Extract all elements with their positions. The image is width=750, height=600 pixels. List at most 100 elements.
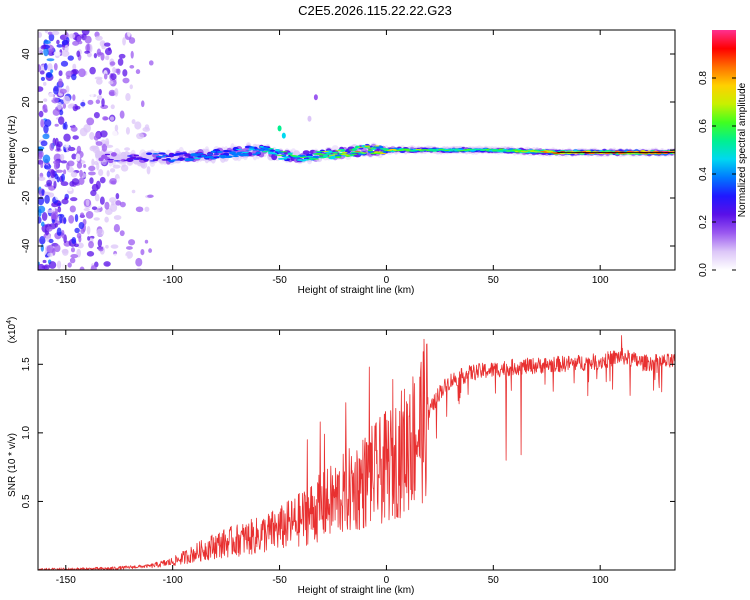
colorbar-tick-label: 0.8 bbox=[698, 71, 709, 85]
spectrogram-noise-blob bbox=[88, 241, 94, 249]
spectrogram-ridge-cell bbox=[209, 158, 217, 160]
spectrogram-ridge-cell bbox=[360, 152, 368, 154]
spectrogram-noise-blob bbox=[70, 247, 76, 253]
spectrogram-noise-blob bbox=[79, 169, 83, 178]
spectrogram-noise-blob bbox=[79, 266, 85, 270]
spectrogram-noise-blob bbox=[99, 196, 105, 205]
spectrogram-ridge-cell bbox=[335, 150, 342, 152]
spectrogram-ridge-cell bbox=[107, 158, 115, 161]
spectrogram-noise-blob bbox=[86, 44, 91, 52]
spectrogram-noise-blob bbox=[53, 180, 57, 189]
snr-x-tick-label: 50 bbox=[488, 575, 500, 586]
spectrogram-noise-blob bbox=[90, 265, 97, 270]
spectrogram-noise-blob bbox=[127, 30, 131, 37]
spectrogram-x-ticks: -150 -100 -50 0 50 100 bbox=[56, 30, 609, 286]
spectrogram-noise-blob bbox=[106, 170, 110, 177]
spectrogram-noise-blob bbox=[95, 141, 103, 146]
spectrogram-noise-blob bbox=[125, 126, 130, 135]
spectrogram-noise-blob bbox=[39, 236, 46, 245]
spectrogram-ridge-cell bbox=[588, 152, 595, 154]
spectrogram-ridge-cell bbox=[501, 149, 509, 151]
snr-multiplier: (x104) bbox=[6, 317, 18, 344]
spectrogram-noise-blob bbox=[134, 121, 142, 130]
spectrogram-noise-blob bbox=[96, 48, 102, 57]
spectrogram-ridge-cell bbox=[302, 150, 310, 155]
spectrogram-noise-blob bbox=[124, 255, 128, 264]
spectrogram-noise-blob bbox=[66, 162, 70, 171]
spectrogram-noise-blob bbox=[113, 224, 120, 233]
spectrogram-noise-blob bbox=[59, 153, 65, 161]
spectrogram-noise-blob bbox=[42, 81, 47, 86]
spectrogram-noise-blob bbox=[110, 104, 115, 110]
spectrogram-noise-blob bbox=[84, 50, 91, 54]
spectrogram-y-tick-label: -20 bbox=[21, 190, 32, 205]
spectrogram-noise-blob bbox=[110, 130, 118, 138]
spectrogram-noise-blob bbox=[38, 196, 45, 206]
spectrogram-noise-blob bbox=[50, 211, 59, 220]
spectrogram-noise-blob bbox=[128, 37, 136, 44]
snr-background bbox=[38, 330, 675, 570]
spectrogram-noise-blob bbox=[99, 176, 106, 184]
spectrogram-noise-blob bbox=[143, 226, 147, 231]
snr-multiplier-base: (x10 bbox=[7, 323, 18, 343]
spectrogram-noise-blob bbox=[63, 169, 67, 175]
spectrogram-noise-blob bbox=[88, 165, 96, 172]
spectrogram-noise-blob bbox=[94, 193, 100, 202]
spectrogram-fragment bbox=[313, 94, 318, 101]
colorbar-gradient bbox=[712, 30, 736, 270]
spectrogram-ridge bbox=[94, 94, 675, 168]
spectrogram-ridge-cell bbox=[312, 158, 319, 160]
spectrogram-noise-blob bbox=[43, 98, 48, 102]
spectrogram-noise-blob bbox=[76, 35, 81, 42]
spectrogram-noise-blob bbox=[54, 191, 60, 201]
spectrogram-noise-blob bbox=[43, 191, 51, 197]
spectrogram-noise-blob bbox=[46, 58, 55, 62]
spectrogram-ridge-cell bbox=[306, 153, 313, 157]
spectrogram-noise-blob bbox=[61, 229, 65, 239]
spectrogram-noise-blob bbox=[66, 80, 73, 85]
spectrogram-noise-blob bbox=[43, 124, 49, 134]
spectrogram-noise-blob bbox=[71, 73, 77, 81]
spectrogram-noise-blob bbox=[60, 173, 65, 182]
spectrogram-noise-blob bbox=[61, 198, 69, 205]
spectrogram-noise-blob bbox=[104, 201, 110, 210]
spectrogram-noise-blob bbox=[63, 141, 69, 148]
spectrogram-ridge-cell bbox=[235, 148, 243, 150]
spectrogram-ridge-cell bbox=[527, 150, 535, 152]
spectrogram-ridge-cell bbox=[174, 159, 182, 161]
spectrogram-y-tick-label: -40 bbox=[21, 238, 32, 253]
spectrogram-noise-blob bbox=[66, 75, 70, 80]
spectrogram-noise-blob bbox=[48, 238, 54, 244]
spectrogram-ridge-cell bbox=[232, 146, 239, 152]
spectrogram-noise-blob bbox=[40, 140, 48, 147]
spectrogram-noise-blob bbox=[56, 227, 62, 236]
spectrogram-noise-blob bbox=[49, 142, 55, 151]
spectrogram-noise-blob bbox=[63, 216, 67, 225]
colorbar: 0.0 0.2 0.4 0.6 0.8 Normalized spectral ampl… bbox=[698, 30, 748, 277]
snr-frame bbox=[37, 329, 676, 571]
spectrogram-noise-blob bbox=[61, 50, 70, 57]
spectrogram-noise-blob bbox=[74, 105, 81, 110]
spectrogram-noise-blob bbox=[127, 264, 135, 270]
spectrogram-ridge-cell bbox=[277, 154, 285, 156]
spectrogram-noise-blob bbox=[104, 47, 113, 56]
spectrogram-x-tick-label: -150 bbox=[56, 275, 76, 286]
spectrogram-ridge-cell bbox=[204, 156, 210, 159]
spectrogram-noise-blob bbox=[119, 201, 126, 208]
spectrogram-noise-blob bbox=[38, 263, 45, 270]
spectrogram-noise-blob bbox=[103, 261, 111, 267]
spectrogram-noise-blob bbox=[44, 30, 49, 34]
spectrogram-noise-blob bbox=[38, 208, 42, 217]
spectrogram-noise-blob bbox=[74, 243, 79, 248]
spectrogram-noise-blob bbox=[86, 225, 91, 235]
spectrogram-ridge-cell bbox=[540, 151, 547, 153]
spectrogram-noise-blob bbox=[76, 50, 81, 58]
spectrogram-noise-blob bbox=[91, 206, 98, 211]
spectrogram-ridge-cell bbox=[158, 156, 166, 158]
spectrogram-noise-blob bbox=[80, 101, 86, 107]
spectrogram-noise-blob bbox=[78, 235, 82, 243]
spectrogram-noise-blob bbox=[114, 124, 119, 132]
spectrogram-ridge-cell bbox=[120, 158, 127, 162]
spectrogram-ridge-cell bbox=[475, 149, 484, 151]
spectrogram-noise-blob bbox=[59, 214, 63, 224]
